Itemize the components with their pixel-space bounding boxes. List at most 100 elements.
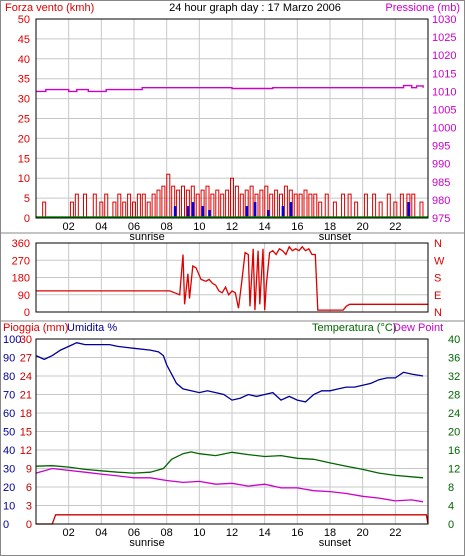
page-title: 24 hour graph day : 17 Marzo 2006 [169,2,341,14]
y-tick-label: 36 [448,353,460,365]
y-tick-label: 980 [432,195,450,207]
y-tick-label: 975 [432,213,450,225]
y-tick-label: 32 [448,371,460,383]
x-tick-label: 12 [226,527,238,539]
y-tick-label: 40 [3,445,15,457]
y-tick-label: 16 [448,445,460,457]
y-tick-label: 6 [26,482,32,494]
wind-average-bar [281,206,285,218]
y-tick-label: 360 [12,238,30,250]
y-tick-label: 3 [26,501,32,513]
compass-label: N [434,238,442,250]
y-tick-label: 985 [432,177,450,189]
y-tick-label: 1010 [432,86,456,98]
y-tick-label: 990 [432,159,450,171]
y-tick-label: 10 [3,501,15,513]
compass-label: E [434,290,441,302]
y-tick-label: 21 [20,390,32,402]
y-tick-label: 80 [3,371,15,383]
y-tick-label: 10 [18,173,30,185]
pressure-axis-label: Pressione (mb) [385,2,460,14]
x-tick-label: 20 [357,221,369,233]
x-tick-label: 02 [63,527,75,539]
wind-average-bar [186,206,190,218]
sunset-label: sunset [319,231,351,243]
x-tick-label: 04 [95,221,107,233]
y-tick-label: 20 [448,427,460,439]
wind-average-bar [407,202,410,218]
y-tick-label: 995 [432,141,450,153]
x-tick-label: 20 [357,527,369,539]
y-tick-label: 1020 [432,50,456,62]
x-tick-label: 16 [291,527,303,539]
y-tick-label: 1015 [432,68,456,80]
x-tick-label: 08 [161,221,173,233]
rain-axis-label: Pioggia (mm) [3,322,68,334]
x-tick-label: 18 [324,221,336,233]
plot-frame-3 [35,338,429,525]
y-tick-label: 1030 [432,14,456,26]
y-tick-label: 0 [24,213,30,225]
wind-average-bar [245,206,249,218]
y-tick-label: 25 [18,114,30,126]
x-tick-label: 08 [161,527,173,539]
wind-direction-line [36,245,428,311]
y-tick-label: 90 [3,353,15,365]
y-tick-label: 8 [448,482,454,494]
dewpoint-axis-label: Dew Point [393,322,443,334]
y-tick-label: 9 [26,464,32,476]
x-tick-label: 14 [259,221,271,233]
y-tick-label: 60 [3,408,15,420]
y-tick-label: 30 [3,464,15,476]
y-tick-label: 0 [24,307,30,319]
wind-average-bar [173,206,177,218]
y-tick-label: 70 [3,390,15,402]
sunrise-label: sunrise [129,537,164,549]
x-tick-label: 18 [324,527,336,539]
y-tick-label: 30 [20,334,32,346]
wind-average-bar [253,202,257,218]
sunset-label: sunset [319,537,351,549]
wind-average-bar [201,206,205,218]
x-tick-label: 12 [226,221,238,233]
plot-frame-1 [35,18,429,219]
wind-average-bar [191,202,195,218]
y-tick-label: 4 [448,501,454,513]
y-tick-label: 0 [26,519,32,531]
y-tick-label: 28 [448,390,460,402]
y-tick-label: 24 [20,371,32,383]
x-tick-label: 22 [389,221,401,233]
x-tick-label: 06 [128,221,140,233]
sunrise-label: sunrise [129,231,164,243]
y-tick-label: 12 [20,445,32,457]
y-tick-label: 12 [448,464,460,476]
y-tick-label: 1005 [432,104,456,116]
wind-average-bar [266,210,270,218]
y-tick-label: 50 [18,14,30,26]
humidity-line [35,342,424,403]
y-tick-label: 180 [12,273,30,285]
y-tick-label: 50 [3,427,15,439]
pressure-line [36,84,424,93]
x-tick-label: 10 [193,221,205,233]
dewpoint-line [35,467,424,503]
y-tick-label: 18 [20,408,32,420]
compass-label: S [434,273,441,285]
y-tick-label: 24 [448,408,460,420]
y-tick-label: 0 [3,519,9,531]
wind-axis-label: Forza vento (kmh) [5,2,94,14]
y-tick-label: 90 [18,290,30,302]
compass-label: W [434,255,445,267]
wind-average-bar [289,202,293,218]
compass-label: N [434,307,442,319]
temperature-axis-label: Temperatura (°C) [312,322,396,334]
y-tick-label: 5 [24,193,30,205]
wind-average-bar [208,210,211,218]
humidity-axis-label: Umidita % [67,322,117,334]
y-tick-label: 1025 [432,32,456,44]
y-tick-label: 45 [18,34,30,46]
y-tick-label: 0 [448,519,454,531]
x-tick-label: 16 [291,221,303,233]
